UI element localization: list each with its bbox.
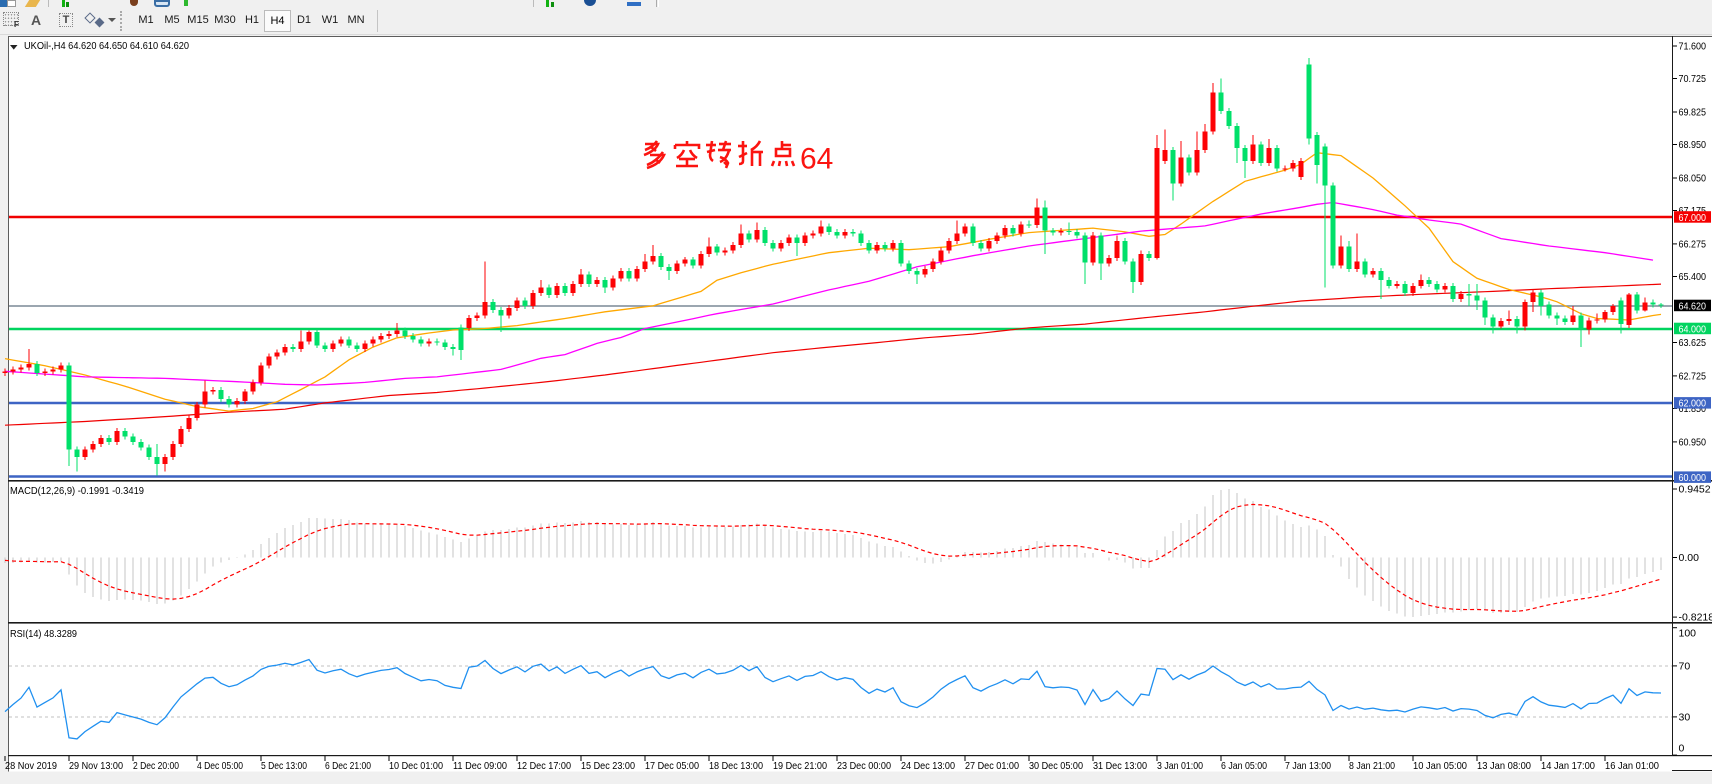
- svg-text:28 Nov 2019: 28 Nov 2019: [5, 760, 57, 772]
- svg-text:-0.8218: -0.8218: [1679, 612, 1712, 624]
- svg-text:5 Dec 13:00: 5 Dec 13:00: [261, 760, 307, 772]
- svg-text:64: 64: [800, 143, 833, 176]
- svg-text:0.00: 0.00: [1679, 552, 1700, 564]
- svg-text:60.000: 60.000: [1679, 472, 1707, 484]
- svg-text:6 Jan 05:00: 6 Jan 05:00: [1221, 760, 1267, 772]
- svg-text:64.620: 64.620: [1679, 300, 1707, 312]
- svg-text:67.000: 67.000: [1679, 212, 1707, 224]
- svg-text:31 Dec 13:00: 31 Dec 13:00: [1093, 760, 1147, 772]
- svg-text:70: 70: [1679, 660, 1691, 672]
- svg-text:7 Jan 13:00: 7 Jan 13:00: [1285, 760, 1331, 772]
- svg-text:RSI(14) 48.3289: RSI(14) 48.3289: [10, 628, 77, 640]
- svg-text:69.825: 69.825: [1679, 107, 1707, 119]
- svg-text:6 Dec 21:00: 6 Dec 21:00: [325, 760, 371, 772]
- svg-text:60.950: 60.950: [1679, 436, 1707, 448]
- svg-text:64.000: 64.000: [1679, 323, 1707, 335]
- svg-text:15 Dec 23:00: 15 Dec 23:00: [581, 760, 635, 772]
- svg-text:13 Jan 08:00: 13 Jan 08:00: [1477, 760, 1531, 772]
- svg-text:2 Dec 20:00: 2 Dec 20:00: [133, 760, 179, 772]
- svg-text:66.275: 66.275: [1679, 238, 1707, 250]
- svg-text:68.950: 68.950: [1679, 139, 1707, 151]
- svg-text:10 Dec 01:00: 10 Dec 01:00: [389, 760, 443, 772]
- svg-text:100: 100: [1679, 628, 1697, 640]
- svg-text:10 Jan 05:00: 10 Jan 05:00: [1413, 760, 1467, 772]
- svg-text:23 Dec 00:00: 23 Dec 00:00: [837, 760, 891, 772]
- svg-text:0: 0: [1679, 743, 1685, 755]
- svg-text:4 Dec 05:00: 4 Dec 05:00: [197, 760, 243, 772]
- svg-text:0.9452: 0.9452: [1679, 484, 1711, 496]
- svg-text:17 Dec 05:00: 17 Dec 05:00: [645, 760, 699, 772]
- svg-text:19 Dec 21:00: 19 Dec 21:00: [773, 760, 827, 772]
- svg-text:68.050: 68.050: [1679, 173, 1707, 185]
- svg-text:62.000: 62.000: [1679, 398, 1707, 410]
- svg-text:UKOil-,H4 64.620 64.650 64.61: UKOil-,H4 64.620 64.650 64.610 64.620: [24, 40, 189, 52]
- svg-text:MACD(12,26,9) -0.1991 -0.3419: MACD(12,26,9) -0.1991 -0.3419: [10, 485, 144, 497]
- svg-text:65.400: 65.400: [1679, 271, 1707, 283]
- svg-text:3 Jan 01:00: 3 Jan 01:00: [1157, 760, 1203, 772]
- svg-text:71.600: 71.600: [1679, 41, 1707, 53]
- svg-text:27 Dec 01:00: 27 Dec 01:00: [965, 760, 1019, 772]
- svg-text:30: 30: [1679, 711, 1691, 723]
- svg-text:8 Jan 21:00: 8 Jan 21:00: [1349, 760, 1395, 772]
- svg-text:12 Dec 17:00: 12 Dec 17:00: [517, 760, 571, 772]
- svg-text:24 Dec 13:00: 24 Dec 13:00: [901, 760, 955, 772]
- svg-text:18 Dec 13:00: 18 Dec 13:00: [709, 760, 763, 772]
- svg-text:63.625: 63.625: [1679, 337, 1707, 349]
- svg-text:70.725: 70.725: [1679, 73, 1707, 85]
- svg-text:30 Dec 05:00: 30 Dec 05:00: [1029, 760, 1083, 772]
- svg-text:16 Jan 01:00: 16 Jan 01:00: [1605, 760, 1659, 772]
- svg-text:14 Jan 17:00: 14 Jan 17:00: [1541, 760, 1595, 772]
- svg-text:62.725: 62.725: [1679, 370, 1707, 382]
- svg-text:29 Nov 13:00: 29 Nov 13:00: [69, 760, 123, 772]
- svg-text:11 Dec 09:00: 11 Dec 09:00: [453, 760, 507, 772]
